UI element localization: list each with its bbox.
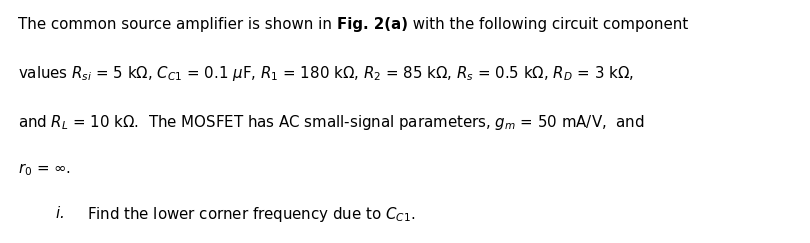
Text: Fig. 2(a): Fig. 2(a) xyxy=(337,17,407,32)
Text: The common source amplifier is shown in: The common source amplifier is shown in xyxy=(18,17,337,32)
Text: and $R_L$ = 10 k$\Omega$.  The MOSFET has AC small-signal parameters, $g_m$ = 50: and $R_L$ = 10 k$\Omega$. The MOSFET has… xyxy=(18,113,644,132)
Text: $r_0$ = $\infty$.: $r_0$ = $\infty$. xyxy=(18,162,70,178)
Text: values $R_{si}$ = 5 k$\Omega$, $C_{C1}$ = 0.1 $\mu$F, $R_1$ = 180 k$\Omega$, $R_: values $R_{si}$ = 5 k$\Omega$, $C_{C1}$ … xyxy=(18,64,633,83)
Text: Find the lower corner frequency due to $C_{C1}$.: Find the lower corner frequency due to $… xyxy=(87,205,416,224)
Text: $i$.: $i$. xyxy=(55,205,64,221)
Text: with the following circuit component: with the following circuit component xyxy=(407,17,688,32)
